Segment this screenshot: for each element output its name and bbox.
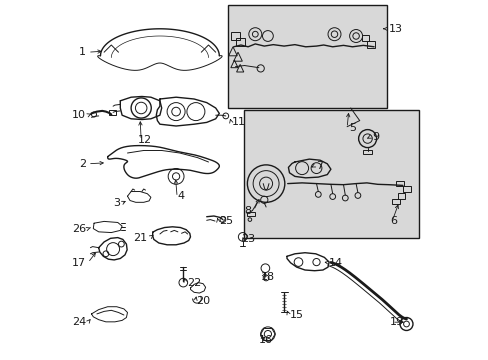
Text: 12: 12 xyxy=(138,135,152,145)
Text: 19: 19 xyxy=(389,317,404,327)
Text: 11: 11 xyxy=(231,117,245,127)
Text: 6: 6 xyxy=(389,216,396,226)
Text: 20: 20 xyxy=(196,296,209,306)
Text: 16: 16 xyxy=(258,335,272,345)
Text: 10: 10 xyxy=(72,110,86,120)
Text: 4: 4 xyxy=(178,191,184,201)
Text: 18: 18 xyxy=(260,272,274,282)
Bar xyxy=(247,212,254,216)
Bar xyxy=(109,110,116,115)
Text: 1: 1 xyxy=(79,47,86,57)
Text: 14: 14 xyxy=(328,258,343,268)
Bar xyxy=(244,110,418,238)
Bar xyxy=(397,193,405,199)
Text: 5: 5 xyxy=(348,123,355,133)
Bar xyxy=(366,41,374,48)
Bar xyxy=(395,181,403,186)
Bar xyxy=(361,35,368,41)
Text: 15: 15 xyxy=(289,310,303,320)
Text: 7: 7 xyxy=(316,161,323,171)
Text: 8: 8 xyxy=(244,206,251,216)
Text: 21: 21 xyxy=(133,233,147,243)
Text: 9: 9 xyxy=(371,132,379,142)
Text: 25: 25 xyxy=(219,216,233,226)
Text: 17: 17 xyxy=(72,258,86,268)
Text: 13: 13 xyxy=(387,24,402,34)
Text: 24: 24 xyxy=(72,317,86,327)
Bar xyxy=(231,32,240,40)
Bar xyxy=(402,186,410,192)
Text: 2: 2 xyxy=(79,159,86,169)
Text: 26: 26 xyxy=(72,224,86,234)
Text: 3: 3 xyxy=(113,198,120,208)
Bar xyxy=(228,5,386,108)
Bar xyxy=(391,199,399,204)
Bar xyxy=(235,38,244,46)
Bar xyxy=(363,150,371,154)
Text: 22: 22 xyxy=(186,278,201,288)
Text: 23: 23 xyxy=(241,234,255,244)
